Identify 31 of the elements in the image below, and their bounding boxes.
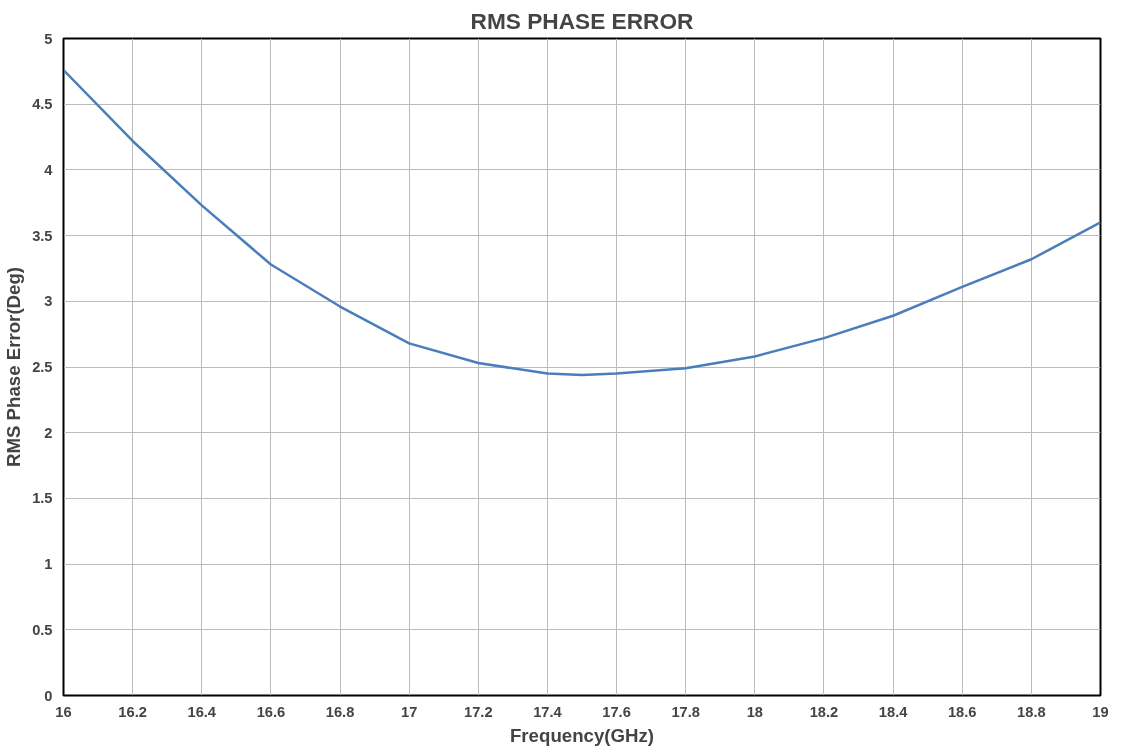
x-tick-label: 17.4 [533, 703, 563, 720]
x-tick-label: 17 [401, 703, 418, 720]
x-tick-label: 16.2 [118, 703, 147, 720]
y-tick-label: 0.5 [32, 621, 53, 638]
x-tick-label: 19 [1092, 703, 1109, 720]
x-tick-label: 18.8 [1017, 703, 1046, 720]
y-tick-label: 3.5 [32, 227, 53, 244]
x-tick-label: 16.6 [256, 703, 286, 720]
x-tick-label: 17.8 [671, 703, 700, 720]
y-tick-label: 5 [44, 30, 53, 47]
y-tick-label: 0 [44, 687, 53, 704]
x-tick-label: 17.2 [464, 703, 493, 720]
x-tick-label: 16.8 [325, 703, 355, 720]
y-tick-label: 2.5 [32, 359, 53, 375]
y-axis-title: RMS Phase Error(Deg) [3, 266, 25, 468]
y-tick-label: 1 [44, 556, 53, 573]
x-tick-label: 18.4 [878, 703, 909, 720]
y-tick-label: 2 [44, 424, 53, 441]
x-tick-label: 16 [55, 703, 72, 720]
y-tick-label: 4 [44, 161, 54, 178]
x-tick-label: 17.6 [602, 703, 631, 720]
y-tick-label: 3 [44, 293, 53, 310]
x-tick-label: 18 [746, 703, 763, 720]
y-tick-label: 1.5 [32, 490, 53, 507]
chart-title: RMS PHASE ERROR [470, 7, 694, 34]
x-axis-title: Frequency(GHz) [509, 724, 655, 746]
y-tick-label: 4.5 [32, 96, 53, 113]
x-tick-label: 18.6 [947, 703, 977, 720]
x-tick-label: 18.2 [809, 703, 839, 720]
line-series [63, 68, 1101, 377]
x-tick-label: 16.4 [187, 703, 217, 720]
